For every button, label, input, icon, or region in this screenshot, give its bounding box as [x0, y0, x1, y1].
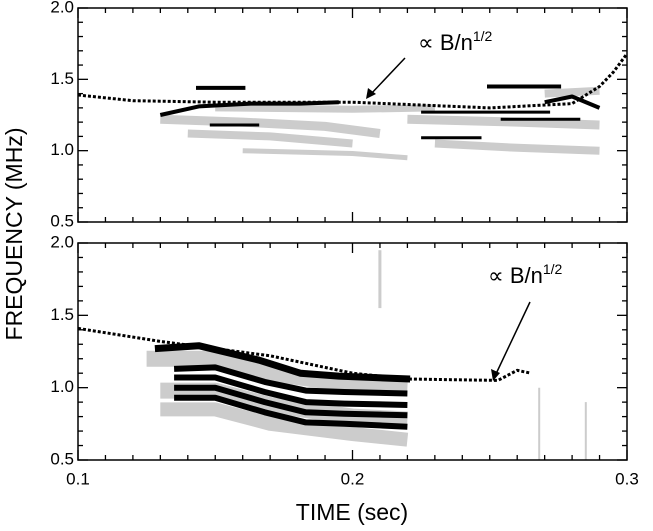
annotation-arrow [369, 57, 406, 96]
emission-band [215, 104, 435, 113]
y-axis-title: FREQUENCY (MHz) [1, 128, 27, 341]
emission-band [146, 350, 408, 396]
annotation: ∝ B/n1/2 [488, 261, 563, 288]
annotation-superscript: 1/2 [543, 261, 563, 277]
emission-band [160, 114, 381, 138]
emission-band [544, 94, 601, 110]
annotation-arrowhead [366, 88, 376, 99]
annotation-arrowhead [491, 369, 500, 381]
y-tick-label: 1.5 [50, 305, 74, 324]
annotation-text: ∝ B/n [418, 30, 473, 55]
scaling-curve [77, 52, 629, 110]
y-tick-label: 0.5 [50, 449, 74, 468]
emission-band [242, 148, 408, 161]
y-tick-label: 1.5 [50, 69, 74, 88]
emission-band [154, 342, 411, 383]
emission-band [434, 139, 600, 155]
emission-band [160, 402, 409, 447]
annotation: ∝ B/n1/2 [418, 28, 493, 55]
annotation-arrow [494, 301, 531, 377]
emission-band [173, 364, 408, 397]
x-tick-label: 0.1 [66, 469, 90, 488]
scaling-curve [77, 326, 532, 382]
y-tick-label: 1.0 [50, 377, 74, 396]
y-tick-label: 0.5 [50, 211, 74, 230]
emission-band [174, 384, 408, 419]
emission-band [187, 129, 353, 148]
annotation-superscript: 1/2 [473, 28, 493, 44]
y-tick-label: 2.0 [50, 0, 74, 16]
x-tick-label: 0.2 [341, 469, 365, 488]
y-tick-label: 2.0 [50, 232, 74, 251]
emission-band [407, 114, 600, 130]
annotation-text: ∝ B/n [488, 263, 543, 288]
y-tick-label: 1.0 [50, 140, 74, 159]
emission-band [174, 394, 408, 430]
x-tick-label: 0.3 [615, 469, 639, 488]
x-axis-title: TIME (sec) [296, 499, 408, 525]
emission-band [174, 374, 408, 408]
